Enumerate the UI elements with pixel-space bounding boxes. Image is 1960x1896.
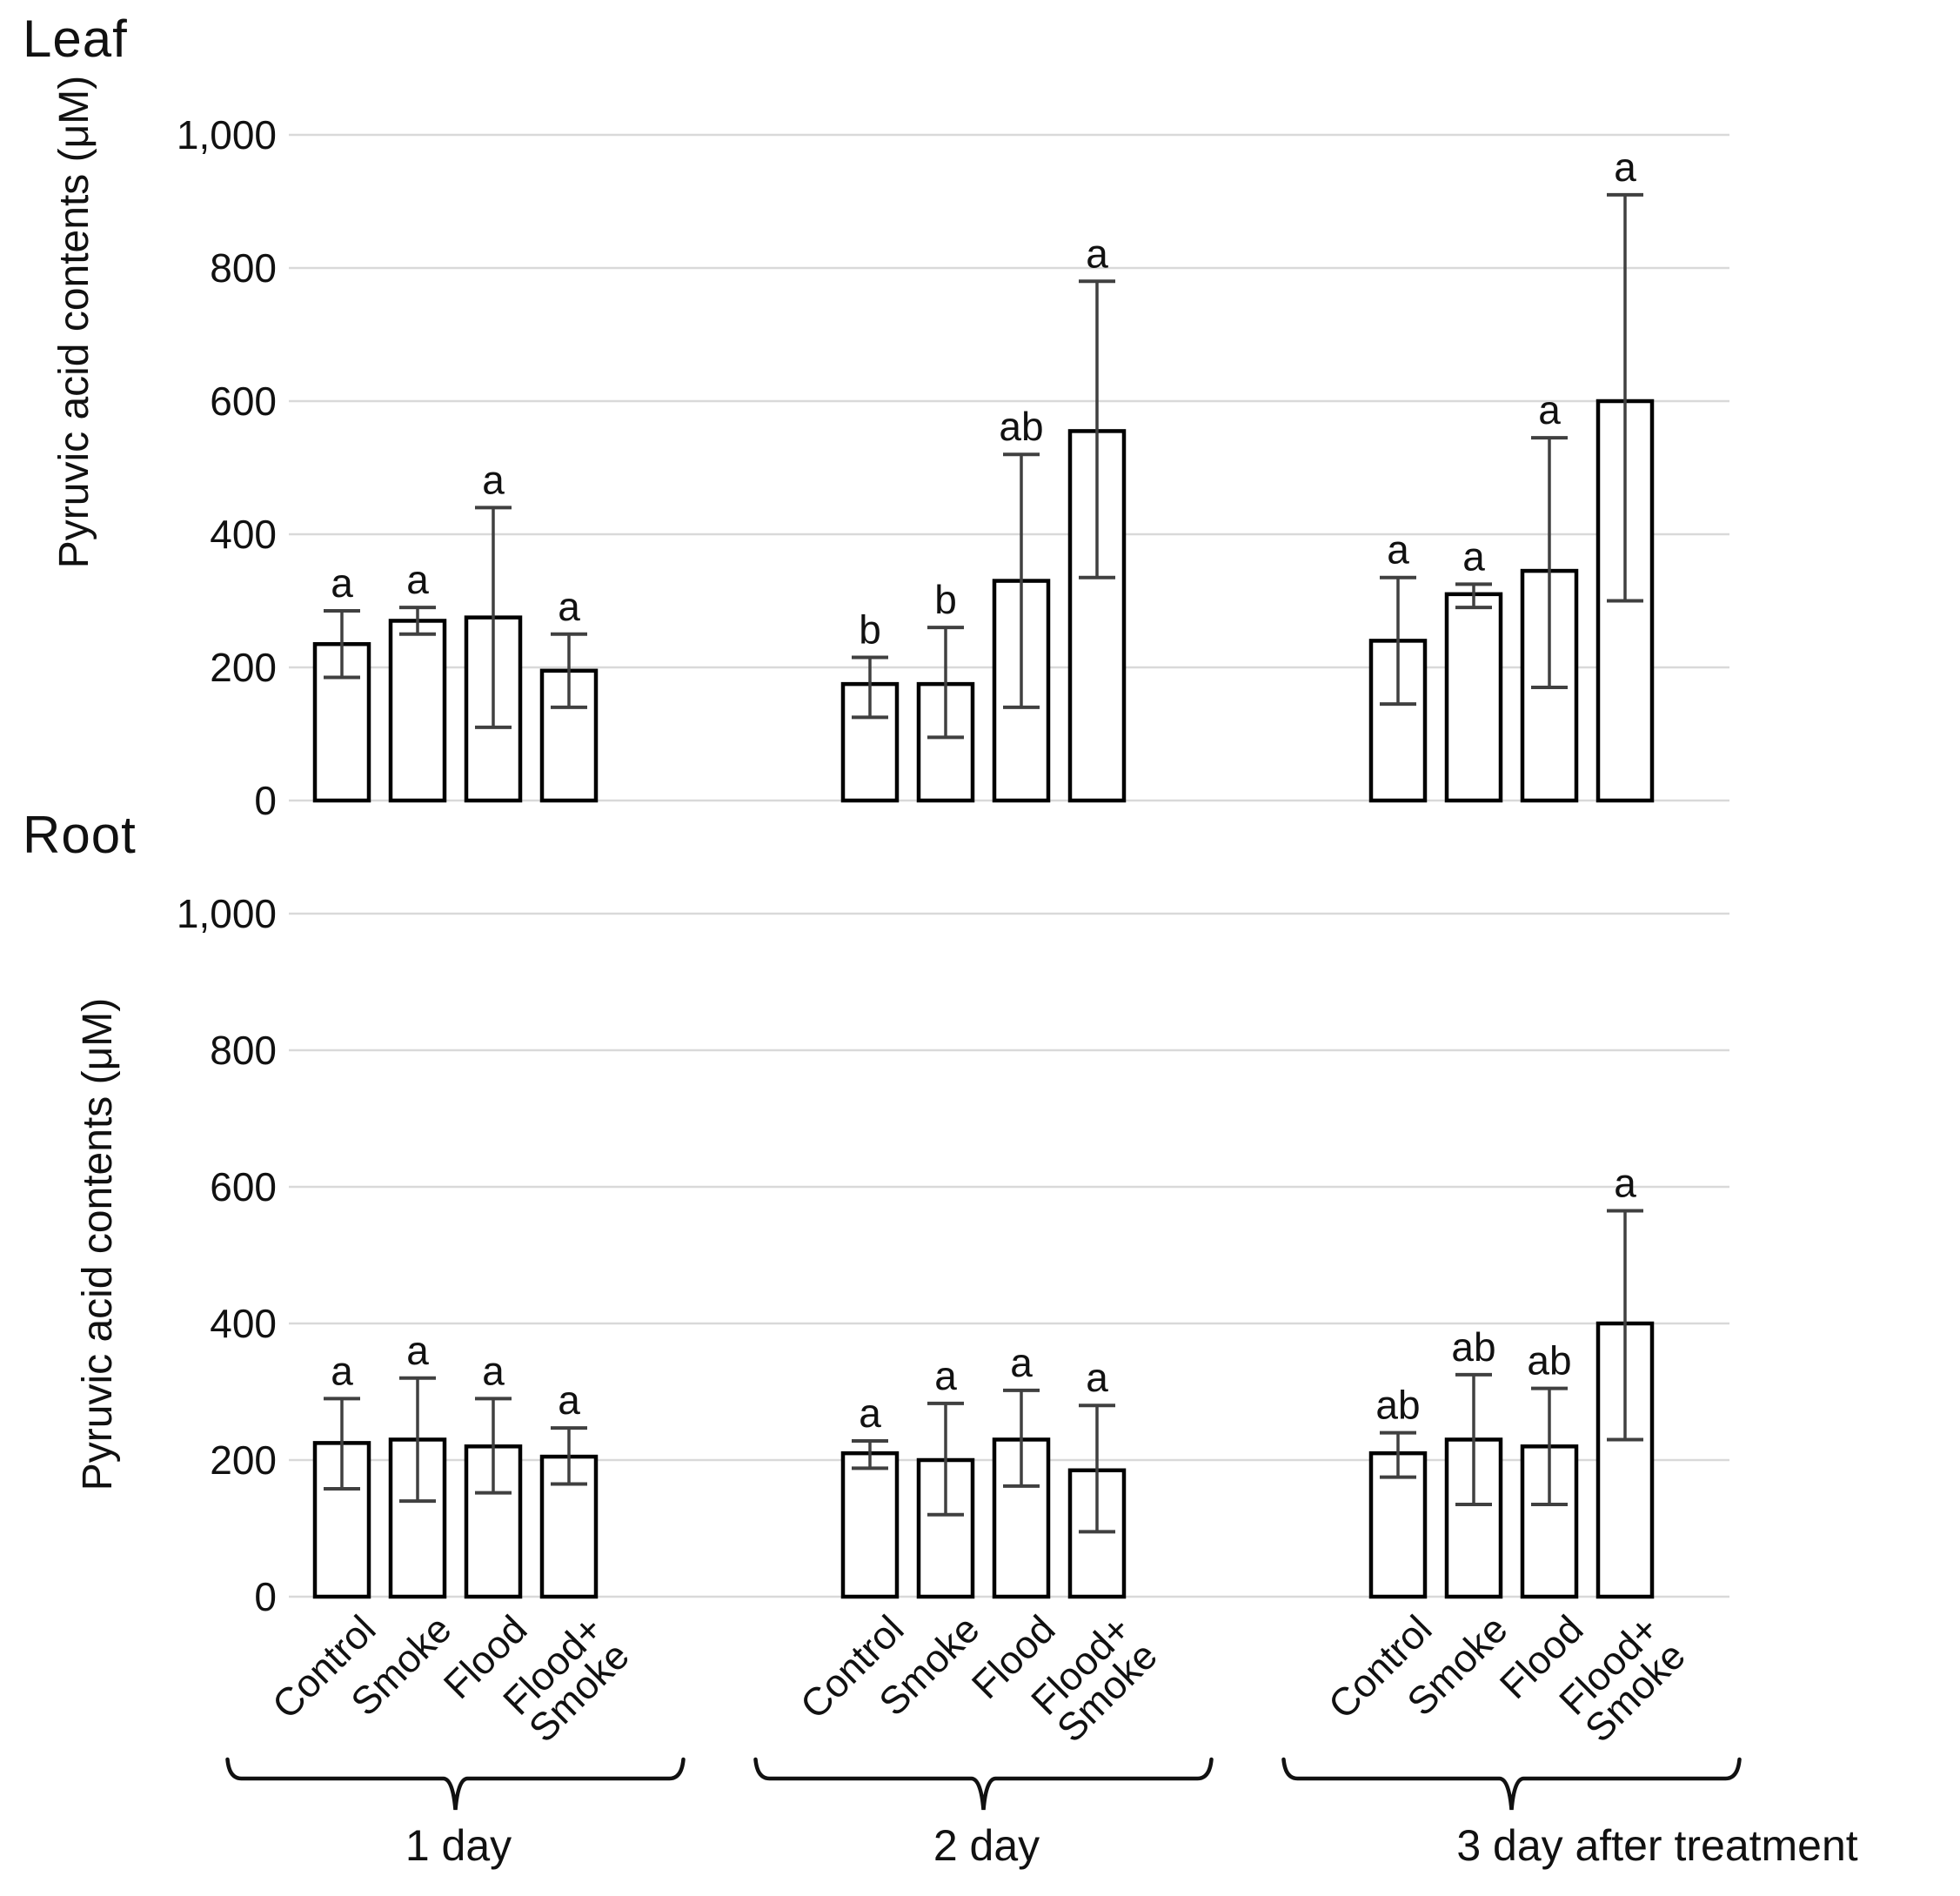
chart-title-root: Root: [23, 806, 137, 864]
significance-letter: a: [406, 557, 429, 602]
significance-letter: ab: [1451, 1324, 1495, 1370]
y-tick-label: 0: [254, 778, 277, 823]
group-label: 2 day: [933, 1821, 1040, 1870]
significance-letter: a: [1086, 1355, 1108, 1400]
group-brace: [753, 1757, 1214, 1811]
group-label: 1 day: [405, 1821, 512, 1870]
group-brace: [1281, 1757, 1742, 1811]
y-tick-label: 400: [210, 1301, 277, 1346]
significance-letter: b: [934, 577, 957, 622]
group-brace: [225, 1757, 686, 1811]
significance-letter: a: [558, 1377, 580, 1423]
significance-letter: a: [406, 1328, 429, 1373]
chart-title-leaf: Leaf: [23, 10, 128, 68]
bar: [1444, 592, 1503, 803]
y-tick-label: 0: [254, 1574, 277, 1619]
significance-letter: a: [482, 457, 505, 502]
significance-letter: b: [859, 607, 881, 653]
significance-letter: a: [934, 1353, 957, 1398]
significance-letter: ab: [999, 404, 1043, 449]
significance-letter: a: [859, 1390, 881, 1436]
significance-letter: a: [1462, 533, 1485, 579]
group-label: 3 day after treatment: [1456, 1821, 1858, 1870]
bar: [840, 1450, 900, 1599]
significance-letter: ab: [1375, 1383, 1420, 1428]
y-tick-label: 800: [210, 245, 277, 291]
significance-letter: a: [1614, 1160, 1636, 1205]
y-tick-label: 200: [210, 645, 277, 690]
significance-letter: a: [1614, 144, 1636, 190]
y-tick-label: 600: [210, 379, 277, 424]
significance-letter: a: [331, 1348, 353, 1393]
bar: [388, 619, 447, 803]
significance-letter: a: [1387, 527, 1409, 573]
y-tick-label: 600: [210, 1164, 277, 1209]
y-tick-label: 400: [210, 512, 277, 557]
significance-letter: a: [1538, 387, 1561, 432]
significance-letter: ab: [1527, 1338, 1571, 1383]
significance-letter: a: [331, 560, 353, 606]
y-tick-label: 1,000: [177, 112, 277, 157]
significance-letter: a: [558, 584, 580, 629]
y-tick-label: 800: [210, 1028, 277, 1073]
y-tick-label: 200: [210, 1437, 277, 1483]
significance-letter: a: [1010, 1340, 1033, 1385]
significance-letter: a: [482, 1348, 505, 1393]
y-tick-label: 1,000: [177, 891, 277, 936]
significance-letter: a: [1086, 231, 1108, 276]
